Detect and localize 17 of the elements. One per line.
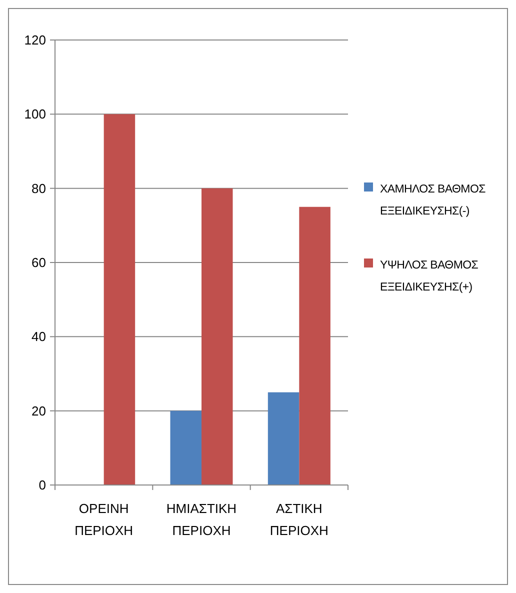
bar [299, 206, 330, 485]
x-tick-label: ΑΣΤΙΚΗ ΠΕΡΙΟΧΗ [270, 501, 328, 538]
y-tick-label: 60 [32, 255, 46, 270]
y-tick-label: 120 [24, 32, 46, 48]
y-tick-label: 100 [24, 106, 46, 122]
y-tick-label: 80 [32, 180, 46, 196]
bar [268, 392, 300, 485]
y-tick-label: 0 [38, 478, 46, 493]
x-tick-label: ΟΡΕΙΝΗ ΠΕΡΙΟΧΗ [74, 501, 134, 538]
bar [170, 410, 202, 485]
legend-label: ΥΨΗΛΟΣ ΒΑΘΜΟΣ ΕΞΕΙΔΙΚΕΥΣΗΣ(+) [380, 260, 478, 294]
x-tick-label: ΗΜΙΑΣΤΙΚΗ ΠΕΡΙΟΧΗ [166, 501, 237, 538]
y-tick-label: 20 [32, 403, 46, 418]
y-tick-label: 40 [32, 329, 46, 344]
legend-label: ΧΑΜΗΛΟΣ ΒΑΘΜΟΣ ΕΞΕΙΔΙΚΕΥΣΗΣ(-) [380, 184, 486, 218]
bar [202, 188, 233, 485]
bar [104, 114, 136, 485]
